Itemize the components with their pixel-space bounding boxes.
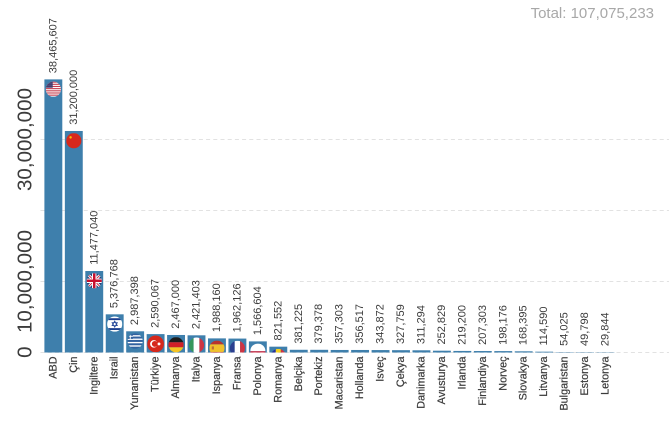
svg-text:11,477,040: 11,477,040 (88, 211, 100, 265)
svg-text:Yunanistan: Yunanistan (129, 357, 141, 410)
svg-text:5,376,768: 5,376,768 (109, 259, 121, 308)
svg-text:Ingiltere: Ingiltere (88, 357, 100, 395)
svg-text:Letonya: Letonya (600, 357, 612, 395)
svg-text:Hollanda: Hollanda (354, 357, 366, 400)
svg-text:Isveç: Isveç (375, 356, 387, 382)
svg-text:1,962,126: 1,962,126 (231, 283, 243, 332)
svg-text:Polonya: Polonya (252, 357, 264, 396)
svg-text:30,000,000: 30,000,000 (14, 88, 37, 191)
svg-text:Türkiye: Türkiye (150, 357, 162, 392)
svg-text:Italya: Italya (191, 357, 203, 383)
svg-text:Irlanda: Irlanda (456, 357, 468, 390)
svg-text:Almanya: Almanya (170, 357, 182, 399)
svg-text:357,303: 357,303 (334, 304, 346, 344)
svg-text:219,200: 219,200 (456, 305, 468, 345)
svg-text:54,025: 54,025 (559, 312, 571, 346)
svg-text:2,590,067: 2,590,067 (150, 279, 162, 328)
svg-text:2,467,000: 2,467,000 (170, 280, 182, 329)
svg-text:Çin: Çin (68, 357, 80, 373)
svg-text:379,378: 379,378 (313, 304, 325, 344)
svg-text:Litvanya: Litvanya (538, 357, 550, 397)
svg-text:1,988,160: 1,988,160 (211, 283, 223, 332)
svg-text:168,395: 168,395 (518, 305, 530, 345)
svg-text:29,844: 29,844 (600, 312, 612, 346)
svg-text:2,987,398: 2,987,398 (129, 276, 141, 325)
svg-text:Portekiz: Portekiz (313, 357, 325, 396)
svg-text:Estonya: Estonya (579, 357, 591, 396)
svg-text:1,566,604: 1,566,604 (252, 286, 264, 335)
svg-text:252,829: 252,829 (436, 305, 448, 345)
svg-text:311,294: 311,294 (415, 305, 427, 344)
svg-text:Bulgaristan: Bulgaristan (559, 357, 571, 411)
svg-text:Total: 107,075,233: Total: 107,075,233 (531, 5, 654, 22)
svg-text:31,200,000: 31,200,000 (68, 70, 80, 125)
svg-text:ABD: ABD (47, 356, 59, 378)
svg-text:49,798: 49,798 (579, 312, 591, 346)
svg-text:114,590: 114,590 (538, 307, 550, 346)
svg-text:Belçika: Belçika (293, 357, 305, 392)
svg-text:0: 0 (14, 346, 37, 357)
svg-text:Romanya: Romanya (272, 357, 284, 403)
svg-text:Fransa: Fransa (231, 357, 243, 391)
svg-text:381,225: 381,225 (293, 304, 305, 344)
svg-text:Danimarka: Danimarka (415, 357, 427, 409)
svg-text:207,303: 207,303 (477, 305, 489, 345)
svg-text:343,872: 343,872 (375, 304, 387, 344)
svg-text:Macaristan: Macaristan (334, 357, 346, 410)
svg-text:Slovakya: Slovakya (518, 357, 530, 401)
svg-text:Avusturya: Avusturya (436, 357, 448, 405)
svg-text:38,465,607: 38,465,607 (47, 18, 59, 73)
svg-text:10,000,000: 10,000,000 (14, 230, 37, 333)
svg-text:Çekya: Çekya (395, 357, 407, 388)
svg-text:Norveç: Norveç (497, 356, 509, 391)
svg-text:327,759: 327,759 (395, 304, 407, 344)
svg-text:Finlandiya: Finlandiya (477, 357, 489, 406)
svg-text:821,552: 821,552 (272, 301, 284, 341)
svg-text:198,176: 198,176 (497, 305, 509, 345)
svg-text:2,421,403: 2,421,403 (191, 280, 203, 329)
svg-text:356,517: 356,517 (354, 304, 366, 344)
svg-text:Israil: Israil (109, 357, 121, 380)
svg-text:Ispanya: Ispanya (211, 357, 223, 395)
